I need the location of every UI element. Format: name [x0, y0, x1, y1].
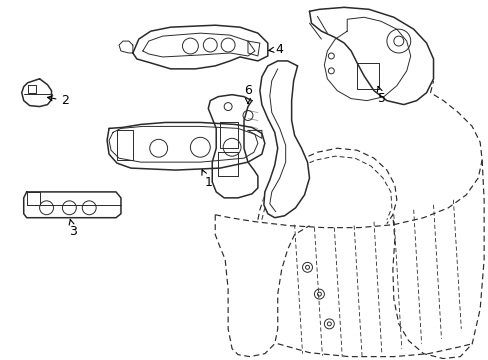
Polygon shape: [309, 7, 433, 105]
Polygon shape: [208, 95, 257, 198]
Text: 6: 6: [244, 84, 251, 103]
Polygon shape: [107, 122, 264, 170]
Text: 2: 2: [47, 94, 69, 107]
Polygon shape: [21, 79, 51, 107]
Polygon shape: [119, 41, 133, 53]
Text: 1: 1: [202, 170, 212, 189]
Polygon shape: [24, 192, 121, 218]
Text: 4: 4: [268, 42, 283, 55]
Text: 5: 5: [377, 86, 385, 105]
Text: 3: 3: [69, 219, 77, 238]
Polygon shape: [133, 25, 267, 69]
Polygon shape: [259, 61, 309, 218]
